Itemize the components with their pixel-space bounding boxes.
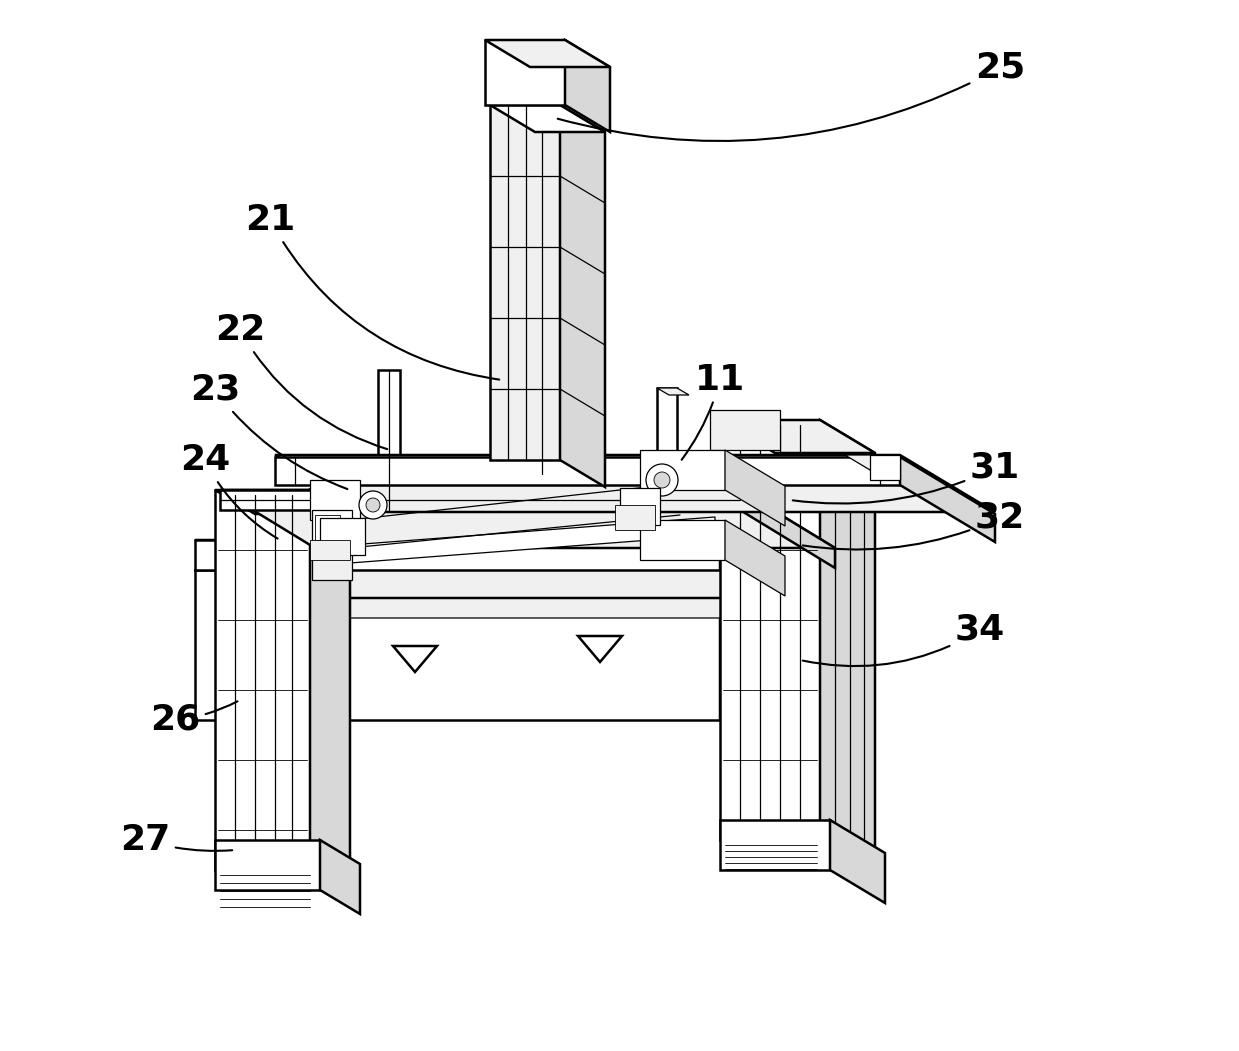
Polygon shape xyxy=(275,457,900,485)
Text: 22: 22 xyxy=(214,313,388,449)
Text: 34: 34 xyxy=(803,613,1005,666)
Polygon shape xyxy=(830,820,885,903)
Polygon shape xyxy=(484,40,565,105)
Polygon shape xyxy=(720,570,815,778)
Polygon shape xyxy=(378,370,400,510)
Circle shape xyxy=(646,463,678,496)
Polygon shape xyxy=(315,515,339,540)
Polygon shape xyxy=(720,540,815,628)
Polygon shape xyxy=(641,520,725,560)
Polygon shape xyxy=(579,636,622,662)
Text: 21: 21 xyxy=(245,203,499,379)
Polygon shape xyxy=(845,455,900,473)
Polygon shape xyxy=(657,388,689,395)
Text: 24: 24 xyxy=(180,444,278,538)
Text: 27: 27 xyxy=(120,823,232,857)
Polygon shape xyxy=(565,40,610,132)
Polygon shape xyxy=(320,840,361,914)
Polygon shape xyxy=(209,560,815,618)
Polygon shape xyxy=(320,518,366,555)
Circle shape xyxy=(359,491,387,519)
Text: 11: 11 xyxy=(681,363,745,459)
Polygon shape xyxy=(393,646,437,672)
Circle shape xyxy=(366,498,380,512)
Polygon shape xyxy=(725,520,786,596)
Polygon shape xyxy=(195,570,720,720)
Polygon shape xyxy=(216,490,349,514)
Text: 23: 23 xyxy=(190,373,347,489)
Polygon shape xyxy=(657,388,676,490)
Polygon shape xyxy=(221,490,740,510)
Polygon shape xyxy=(710,410,781,450)
Polygon shape xyxy=(740,490,835,568)
Polygon shape xyxy=(725,450,786,526)
Polygon shape xyxy=(310,540,349,560)
Polygon shape xyxy=(195,540,720,570)
Polygon shape xyxy=(349,460,715,506)
Polygon shape xyxy=(484,40,610,67)
Text: 25: 25 xyxy=(558,51,1025,141)
Polygon shape xyxy=(615,504,655,530)
Polygon shape xyxy=(641,450,725,490)
Text: 31: 31 xyxy=(793,451,1020,503)
Polygon shape xyxy=(221,490,835,548)
Polygon shape xyxy=(310,480,361,520)
Polygon shape xyxy=(312,548,352,580)
Polygon shape xyxy=(820,420,875,873)
Polygon shape xyxy=(195,540,815,598)
Polygon shape xyxy=(620,488,660,526)
Text: 26: 26 xyxy=(150,701,238,737)
Polygon shape xyxy=(870,455,900,480)
Polygon shape xyxy=(195,570,815,628)
Circle shape xyxy=(654,472,670,488)
Polygon shape xyxy=(216,840,320,890)
Text: 32: 32 xyxy=(803,501,1025,550)
Polygon shape xyxy=(349,517,715,563)
Polygon shape xyxy=(720,820,830,870)
Polygon shape xyxy=(720,420,820,840)
Polygon shape xyxy=(900,457,995,542)
Polygon shape xyxy=(275,455,995,512)
Polygon shape xyxy=(216,490,310,870)
Polygon shape xyxy=(310,490,349,894)
Polygon shape xyxy=(489,105,605,132)
Polygon shape xyxy=(312,510,352,548)
Polygon shape xyxy=(489,105,560,460)
Polygon shape xyxy=(560,105,605,487)
Polygon shape xyxy=(720,420,875,453)
